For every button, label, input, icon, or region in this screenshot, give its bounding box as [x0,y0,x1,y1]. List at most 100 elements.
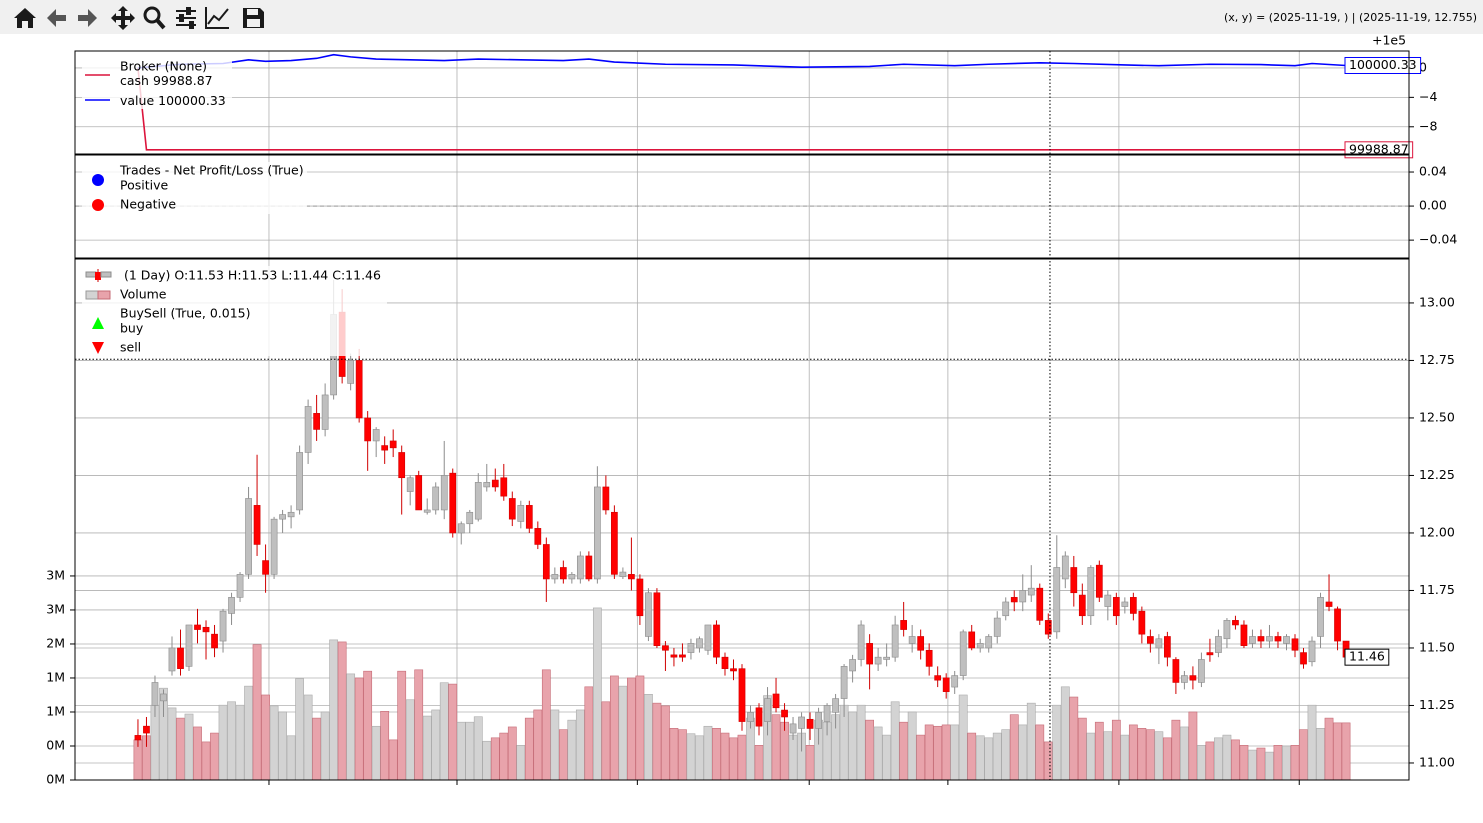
volume-bar [984,737,994,781]
volume-bar [261,694,270,781]
volume-bar [1069,696,1079,781]
save-button[interactable] [243,8,264,28]
volume-bar [354,677,364,781]
panel-frame [74,154,1410,259]
volume-bar [856,704,866,781]
volume-bar [1265,751,1274,781]
volume-bar [1273,745,1283,781]
volume-bar [1299,729,1308,781]
volume-bar [278,711,287,781]
legend-entry: Volume [120,287,167,302]
candle-body [891,624,899,658]
volume-bar [1052,704,1062,781]
candle-body [1257,636,1265,642]
candle-body [585,555,593,580]
volume-bar [992,732,1002,781]
volume-bar [695,735,704,781]
pan-button[interactable] [111,6,135,30]
y2-tick-label: 3M [46,601,65,616]
candle-body [415,475,423,511]
candle-body [474,482,482,520]
candle-body [1215,636,1222,653]
zoom-button[interactable] [143,6,166,30]
candle-body [517,505,525,522]
volume-bar [167,707,177,781]
candle-body [177,647,184,669]
home-button[interactable] [14,8,36,28]
volume-bar [635,675,645,781]
candle-body [696,638,703,649]
y-tick-label: −4 [1419,89,1437,104]
y-tick-label: 0.04 [1419,164,1447,179]
panel-frame [74,50,1410,155]
volume-bar [1145,729,1155,781]
volume-bar [1180,726,1189,781]
candle-body [1283,636,1290,644]
candle-body [1129,597,1137,614]
candle-body [347,360,355,384]
volume-bar [1316,728,1325,781]
legend-candle-up [100,271,112,278]
y-tick-label: 0.00 [1419,198,1447,213]
axes-button[interactable] [205,7,229,29]
last-value-box [1344,648,1390,666]
candle-body [687,643,695,653]
volume-bar [1077,717,1087,781]
candle-body [883,656,890,660]
candle-body [542,544,550,580]
volume-bar [1307,704,1317,781]
candle-body [1181,675,1188,683]
y2-tick-label: 3M [46,567,65,582]
candle-body [764,698,771,722]
forward-button[interactable] [78,9,97,27]
volume-bar [490,737,500,781]
y2-tick-label: 1M [46,703,65,718]
volume-bar [958,694,968,781]
candle-body [1291,638,1299,651]
back-button[interactable] [47,9,66,27]
candle-body [917,636,925,651]
volume-bar [541,669,551,781]
candle-body [304,406,312,453]
volume-bar [1043,741,1053,781]
y-tick-label: 11.25 [1419,697,1455,712]
volume-bar [218,704,228,781]
volume-bar [592,607,602,781]
volume-bar [499,732,509,781]
y-tick-label: 12.00 [1419,524,1455,539]
y-tick-label: −0.04 [1419,232,1457,247]
candle-body [959,631,967,676]
candle-body [287,511,295,518]
y2-tick-label: 0M [46,737,65,752]
legend-entry: sell [120,340,141,355]
candle-body [355,360,363,419]
candle-body [900,620,908,630]
panel-frame [74,258,1410,781]
candle-body [815,712,822,729]
candle-body [372,429,380,442]
volume-bar [873,726,883,781]
volume-bar [805,745,815,781]
candle-body [713,624,720,658]
candle-body [866,643,873,665]
candle-body [228,597,235,614]
candle-body [662,645,669,651]
configure-button[interactable] [176,7,196,29]
volume-bar [678,729,687,781]
candle-body [1266,636,1273,642]
volume-bar [610,675,619,781]
volume-bar [754,745,764,781]
candle-body [245,498,252,575]
volume-bar [788,734,798,781]
candle-body [1164,636,1171,658]
volume-bar [618,685,628,781]
volume-bar [882,734,892,781]
candle-body [951,675,959,688]
y-tick-label: 12.75 [1419,352,1455,367]
candle-body [559,567,567,580]
legend-box [82,162,307,214]
volume-bar [397,670,407,781]
y-tick-label: 13.00 [1419,294,1455,309]
candle-body [721,656,729,669]
candle-body [925,649,933,667]
